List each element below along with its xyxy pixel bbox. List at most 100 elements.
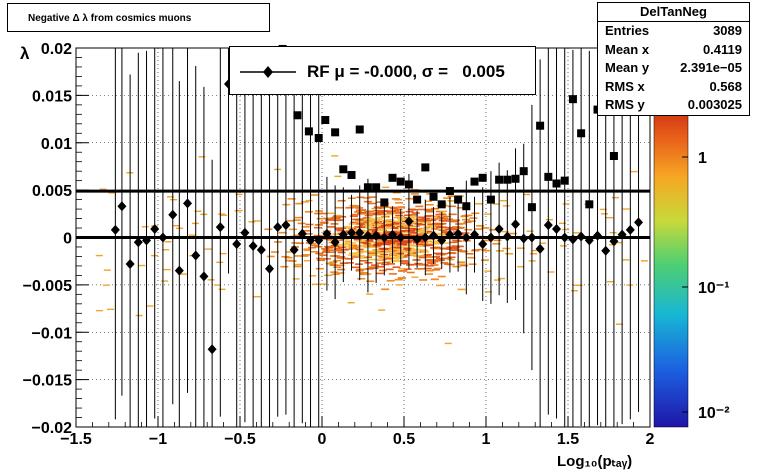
square-marker	[380, 198, 389, 207]
diamond-marker	[502, 231, 512, 242]
heat-cell	[338, 227, 347, 229]
heat-cell	[471, 249, 480, 251]
legend-label: RF μ = -0.000, σ = 0.005	[307, 62, 505, 81]
heat-cell	[408, 253, 417, 256]
heat-cell	[358, 255, 367, 258]
heat-cell	[484, 213, 492, 215]
heat-cell	[430, 247, 439, 249]
heat-cell	[452, 265, 461, 268]
heat-cell	[399, 223, 408, 225]
diamond-marker	[552, 223, 562, 234]
diamond-marker	[150, 223, 160, 234]
heat-cell	[381, 288, 390, 291]
heat-cell	[308, 246, 317, 249]
heat-cell	[436, 233, 445, 235]
heat-cell	[216, 261, 224, 264]
heat-cell	[294, 216, 303, 219]
heat-cell	[459, 234, 468, 236]
heat-cell	[399, 256, 408, 258]
heat-cell	[286, 220, 295, 222]
diamond-marker	[494, 223, 504, 234]
heat-cell	[397, 206, 406, 208]
heat-cell	[416, 242, 425, 245]
heat-cell	[364, 214, 373, 217]
heat-cell	[359, 259, 368, 262]
heat-cell	[481, 249, 490, 252]
square-marker	[388, 173, 397, 182]
heat-cell	[357, 211, 366, 214]
heat-cell	[493, 279, 501, 281]
heat-cell	[214, 284, 222, 286]
heat-cell	[431, 247, 440, 250]
heat-cell	[387, 210, 396, 213]
x-tick-label: 1.5	[557, 431, 579, 448]
heat-cell	[401, 229, 410, 232]
heat-cell	[420, 232, 429, 234]
heat-cell	[367, 241, 376, 244]
heat-cell	[335, 228, 344, 231]
heat-cell	[437, 275, 446, 278]
diamond-marker	[240, 227, 250, 238]
heat-cell	[108, 192, 116, 194]
heat-cell	[408, 229, 417, 232]
heat-cell	[303, 248, 312, 251]
heat-cell	[451, 246, 460, 249]
heat-cell	[303, 249, 311, 252]
heat-cell	[446, 246, 455, 249]
heat-cell	[381, 206, 390, 208]
heat-cell	[435, 257, 444, 260]
heat-cell	[419, 249, 428, 251]
heat-cell	[332, 217, 341, 220]
heat-cell	[388, 273, 397, 275]
heat-cell	[350, 221, 359, 224]
heat-cell	[392, 266, 401, 268]
heat-cell	[365, 210, 374, 213]
heat-cell	[356, 223, 365, 225]
heat-cell	[499, 199, 507, 202]
heat-cell	[349, 252, 358, 255]
square-marker	[527, 203, 536, 212]
histogram-title: Negative Δ λ from cosmics muons	[28, 13, 192, 24]
heat-cell	[359, 268, 368, 270]
diamond-marker	[625, 224, 635, 235]
heat-cell	[319, 254, 328, 257]
heat-cell	[611, 196, 619, 199]
heat-cell	[415, 205, 424, 208]
heat-cell	[295, 242, 304, 245]
heat-cell	[394, 229, 403, 232]
heat-cell	[365, 213, 374, 215]
heat-cell	[382, 255, 391, 258]
heat-cell	[400, 238, 408, 241]
heat-cell	[357, 212, 366, 215]
heat-cell	[562, 228, 570, 231]
heat-cell	[357, 226, 366, 229]
heat-cell	[424, 240, 432, 243]
heat-cell	[502, 205, 510, 207]
y-tick-label: 0.005	[32, 183, 72, 200]
heat-cell	[615, 241, 623, 244]
heat-cell	[376, 254, 385, 257]
heat-cell	[438, 247, 447, 250]
diamond-marker	[478, 239, 488, 250]
heat-cell	[293, 234, 302, 237]
heat-cell	[449, 228, 458, 231]
heat-cell	[368, 232, 377, 235]
heat-cell	[442, 228, 451, 231]
heat-cell	[378, 309, 386, 311]
diamond-marker	[355, 227, 365, 238]
heat-cell	[443, 197, 452, 199]
square-marker	[355, 125, 364, 134]
heat-cell	[451, 245, 460, 247]
heat-cell	[391, 259, 400, 262]
heat-cell	[465, 253, 474, 255]
heat-cell	[531, 249, 539, 252]
diamond-marker	[429, 230, 439, 241]
heat-cell	[392, 238, 401, 241]
heat-cell	[448, 252, 457, 255]
heat-cell	[300, 255, 309, 257]
square-marker	[495, 175, 504, 184]
heat-cell	[523, 193, 531, 196]
heat-cell	[396, 252, 405, 255]
square-marker	[552, 179, 561, 188]
heat-cell	[355, 219, 364, 221]
